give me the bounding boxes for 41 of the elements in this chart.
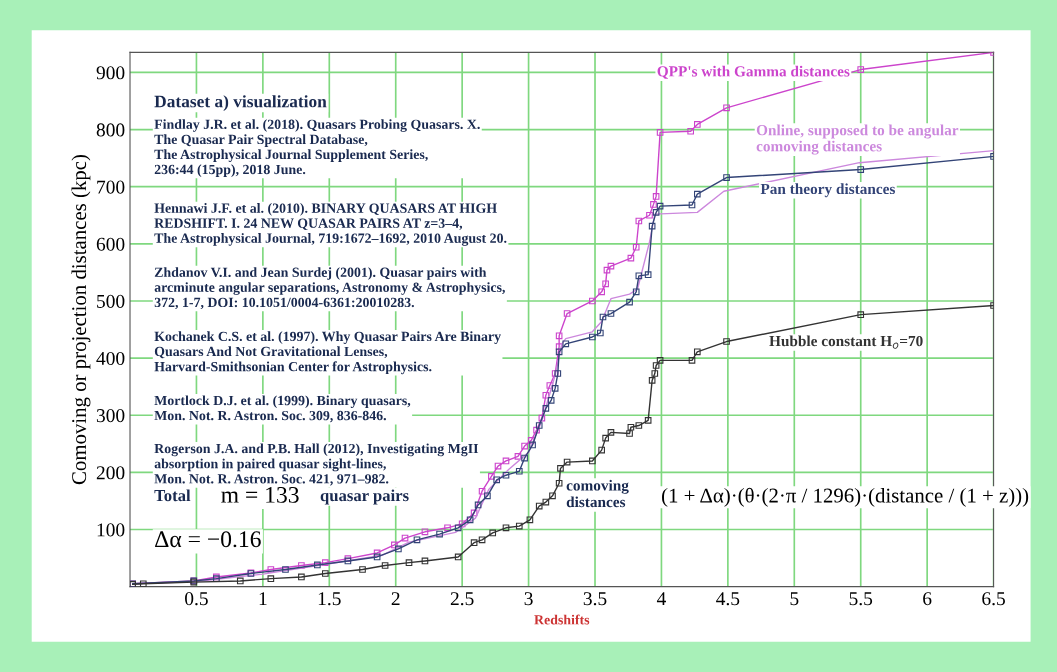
x-tick-label: 2 [391, 592, 400, 606]
y-tick-label: 300 [96, 409, 125, 423]
y-tick-label: 900 [96, 66, 125, 80]
x-tick-label: 4.5 [716, 592, 740, 606]
y-tick-label: 400 [96, 351, 125, 366]
series-label: Pan theory distances [760, 183, 895, 198]
x-tick-label: 6.5 [982, 592, 1005, 606]
annotation: Hennawi J.F. et al. (2010). BINARY QUASARS AT HIGH REDSHIFT. I. 24 NEW QUASAR PAIRS AT z=3–4, The Astrophysical Journal, 719:1672–1692, 2010 August 20. [154, 203, 507, 246]
y-tick-label: 800 [96, 123, 125, 137]
y-tick-label: 100 [97, 523, 125, 537]
y-tick-label: 200 [96, 466, 125, 480]
annotation: Δα = −0.16 [155, 531, 261, 548]
y-tick-label: 700 [97, 180, 125, 194]
x-tick-label: 3.5 [583, 592, 607, 606]
annotation: Findlay J.R. et al. (2018). Quasars Probing Quasars. X. The Quasar Pair Spectral Database, The Astrophysical Journal Supplement Series, 236:44 (15pp), 2018 June. [154, 119, 480, 177]
annotation: m = 133 [221, 486, 299, 503]
annotation: Dataset a) visualization [154, 95, 327, 111]
x-tick-label: 4 [656, 592, 666, 606]
annotation: quasar pairs [320, 489, 409, 505]
x-tick-label: 2.5 [450, 592, 474, 606]
y-axis-title: Comoving or projection distances (kpc) [71, 154, 91, 485]
x-tick-label: 5.5 [849, 592, 873, 606]
annotation: comoving distances [566, 479, 629, 508]
series-label: Hubble constant H$_{o}$=70 [769, 335, 923, 349]
x-tick-label: 5 [790, 592, 799, 606]
annotation: Mortlock D.J. et al. (1999). Binary quasars, Mon. Not. R. Astron. Soc. 309, 836-846. [154, 395, 411, 423]
x-tick-label: 1 [259, 592, 267, 606]
annotation: Rogerson J.A. and P.B. Hall (2012), Investigating MgII absorption in paired quasar sight-lines, Mon. Not. R. Astron. Soc. 421, 971–982. [154, 443, 479, 486]
y-tick-label: 500 [97, 294, 125, 308]
annotation: Zhdanov V.I. and Jean Surdej (2001). Quasar pairs with arcminute angular separations, Astronomy & Astrophysics, 372, 1-7, DOI: 10.1051/0004-6361:20010283. [154, 267, 505, 310]
y-tick-label: 600 [96, 237, 125, 251]
annotation: (1 + Δα)·(θ·(2·π / 1296)·(distance / (1 + z))) [662, 487, 1029, 507]
annotation: Total [154, 489, 191, 502]
series-label: Online, supposed to be angular comoving distances [756, 124, 959, 155]
annotation: Kochanek C.S. et al. (1997). Why Quasar Pairs Are Binary Quasars And Not Gravitational Lenses, Harvard-Smithsonian Center for Astrophysics. [154, 331, 501, 375]
x-tick-label: 6 [923, 592, 932, 606]
x-tick-label: 1.5 [318, 592, 341, 606]
x-tick-label: 0.5 [185, 592, 208, 606]
x-axis-title: Redshifts [534, 614, 590, 625]
x-tick-label: 3 [524, 592, 533, 606]
series-label: QPP's with Gamma distances [657, 65, 850, 79]
